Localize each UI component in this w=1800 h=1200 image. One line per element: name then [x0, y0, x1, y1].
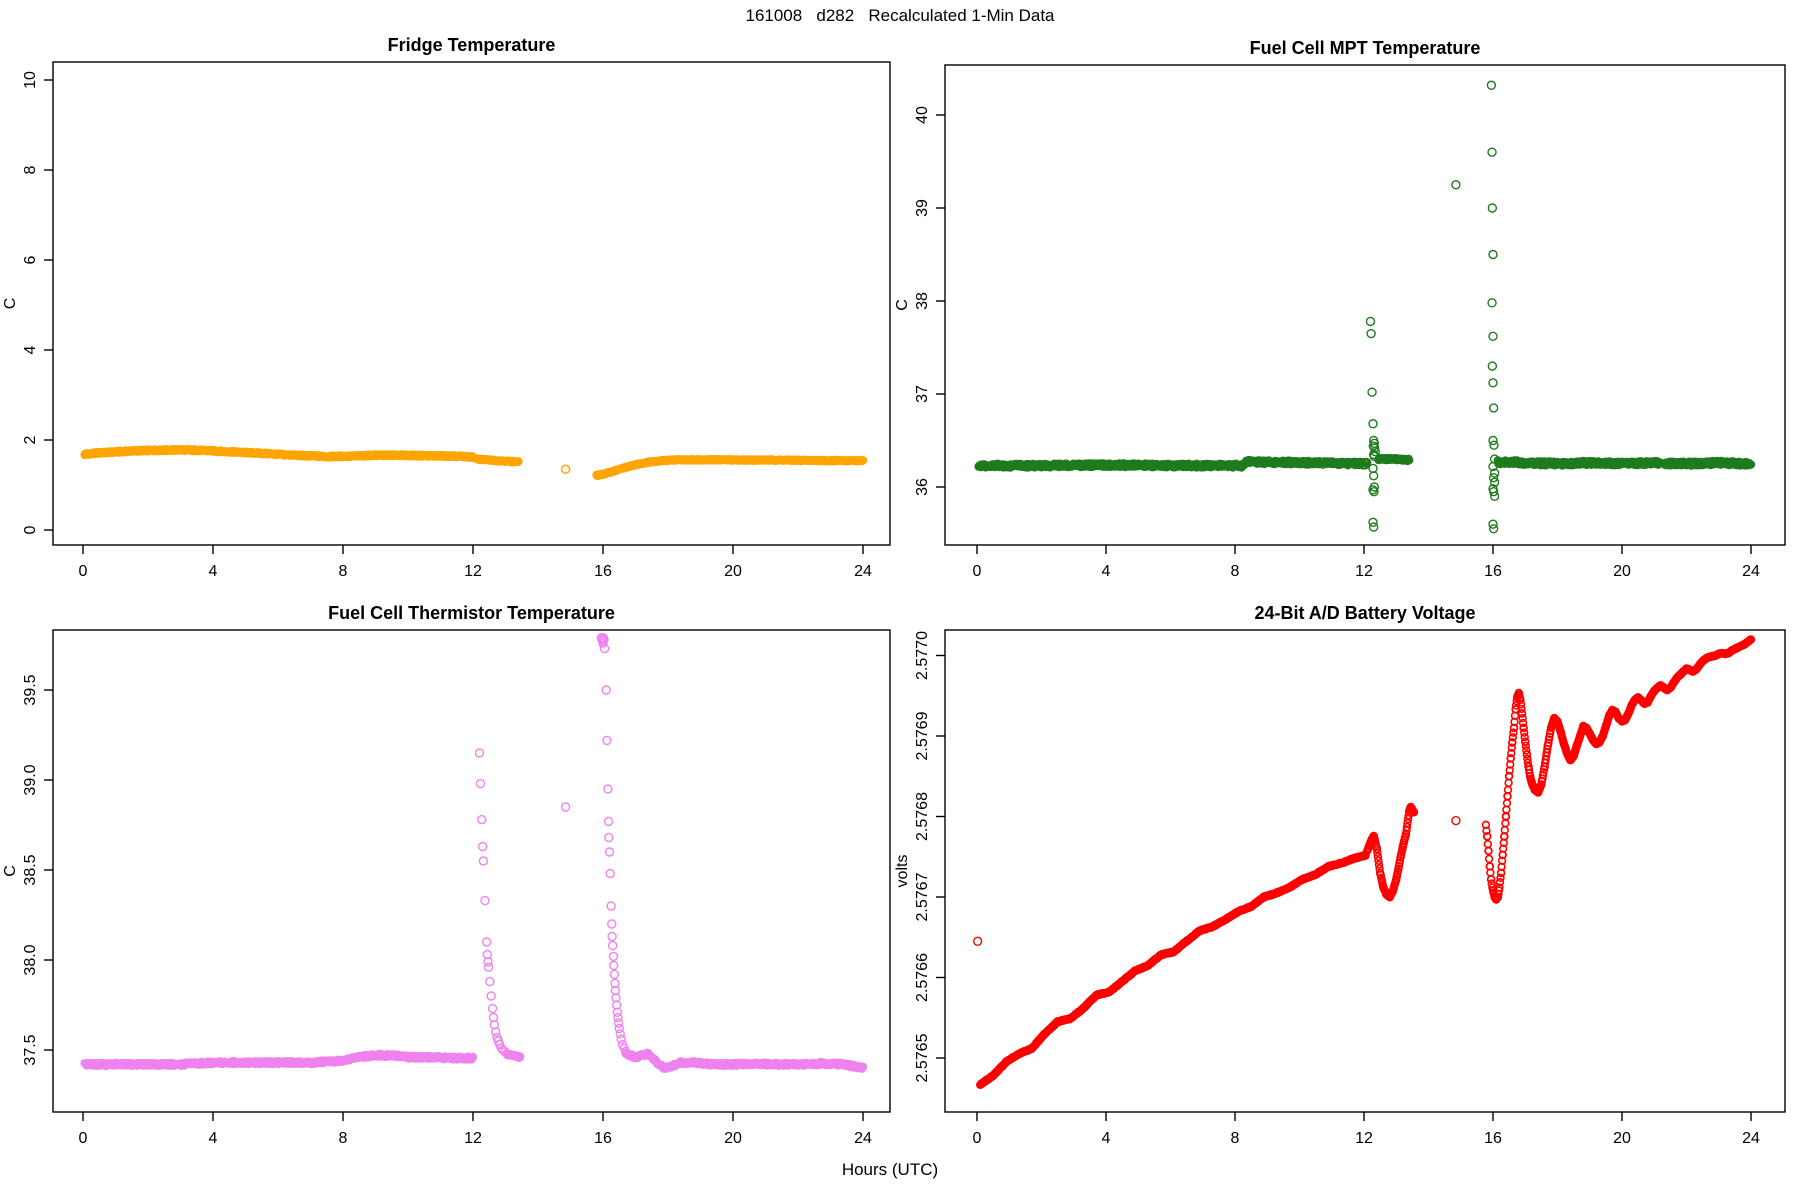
panel-24-bit-a-d-battery-voltage: 24-Bit A/D Battery Voltage volts 0 4 8 12 16 20…	[894, 603, 1786, 1147]
x-tick-label: 4	[209, 563, 218, 580]
y-tick-label: 4	[22, 345, 39, 354]
plot-box	[52, 629, 891, 1113]
y-tick-label: 6	[22, 255, 39, 264]
x-tick-label: 0	[973, 563, 982, 580]
y-axis: 37.5 38.0 38.5 39.0 39.5	[22, 674, 53, 1066]
data-points	[974, 80, 1756, 534]
y-tick-label: 38.5	[22, 854, 39, 885]
y-tick-label: 2.5769	[914, 711, 931, 760]
x-tick-label: 24	[1742, 1130, 1760, 1147]
x-tick-label: 20	[724, 563, 742, 580]
y-tick-label: 39.5	[22, 674, 39, 705]
y-tick-label: 2.5765	[914, 1033, 931, 1082]
x-tick-label: 12	[1355, 1130, 1373, 1147]
x-axis: 0 4 8 12 16 20 24	[973, 545, 1760, 580]
y-axis: 2.5765 2.5766 2.5767 2.5768 2.5769 2.5770	[914, 631, 945, 1082]
panel-title: Fridge Temperature	[388, 35, 556, 55]
x-axis: 0 4 8 12 16 20 24	[79, 545, 872, 580]
y-tick-label: 10	[22, 71, 39, 89]
y-tick-label: 37.5	[22, 1034, 39, 1065]
x-tick-label: 20	[1613, 1130, 1631, 1147]
x-tick-label: 8	[339, 1130, 348, 1147]
plot-box	[944, 64, 1786, 546]
x-axis: 0 4 8 12 16 20 24	[79, 1112, 872, 1147]
x-tick-label: 16	[1484, 563, 1502, 580]
y-tick-label: 0	[22, 525, 39, 534]
data-points	[80, 445, 868, 481]
x-tick-label: 0	[973, 1130, 982, 1147]
y-tick-label: 2.5768	[914, 792, 931, 841]
y-axis-label: C	[894, 299, 911, 311]
x-tick-label: 12	[464, 563, 482, 580]
panel-title: 24-Bit A/D Battery Voltage	[1254, 603, 1475, 623]
y-axis-label: C	[2, 298, 19, 310]
plot-box	[52, 61, 891, 546]
x-tick-label: 20	[1613, 563, 1631, 580]
x-tick-label: 12	[464, 1130, 482, 1147]
x-tick-label: 24	[1742, 563, 1760, 580]
data-points	[972, 635, 1756, 1090]
x-tick-label: 0	[79, 1130, 88, 1147]
x-tick-label: 4	[1102, 563, 1111, 580]
y-tick-label: 2.5766	[914, 953, 931, 1002]
x-tick-label: 4	[1102, 1130, 1111, 1147]
panel-fuel-cell-thermistor-temperature: Fuel Cell Thermistor Temperature C 0 4 8 12 16…	[2, 603, 891, 1147]
shared-x-axis-label: Hours (UTC)	[841, 1160, 939, 1179]
x-tick-label: 8	[339, 563, 348, 580]
x-tick-label: 20	[724, 1130, 742, 1147]
plot-box	[944, 629, 1786, 1113]
y-tick-label: 39.0	[22, 764, 39, 795]
x-tick-label: 12	[1355, 563, 1373, 580]
x-tick-label: 16	[1484, 1130, 1502, 1147]
data-points	[80, 633, 868, 1073]
y-axis: 0 2 4 6 8 10	[22, 71, 53, 534]
y-axis-label: volts	[894, 855, 911, 888]
y-tick-label: 38	[914, 292, 931, 310]
panel-title: Fuel Cell MPT Temperature	[1250, 38, 1481, 58]
y-tick-label: 39	[914, 199, 931, 217]
y-tick-label: 36	[914, 478, 931, 496]
y-tick-label: 2.5767	[914, 872, 931, 921]
figure-title: 161008 d282 Recalculated 1-Min Data	[745, 6, 1055, 25]
y-axis: 36 37 38 39 40	[914, 106, 945, 496]
x-tick-label: 4	[209, 1130, 218, 1147]
panel-title: Fuel Cell Thermistor Temperature	[328, 603, 615, 623]
x-tick-label: 16	[594, 1130, 612, 1147]
y-tick-label: 2.5770	[914, 631, 931, 680]
y-tick-label: 8	[22, 165, 39, 174]
x-axis: 0 4 8 12 16 20 24	[973, 1112, 1760, 1147]
x-tick-label: 24	[854, 1130, 872, 1147]
y-axis-label: C	[2, 865, 19, 877]
y-tick-label: 40	[914, 106, 931, 124]
y-tick-label: 37	[914, 385, 931, 403]
y-tick-label: 2	[22, 435, 39, 444]
x-tick-label: 16	[594, 563, 612, 580]
y-tick-label: 38.0	[22, 944, 39, 975]
x-tick-label: 8	[1231, 563, 1240, 580]
x-tick-label: 0	[79, 563, 88, 580]
x-tick-label: 8	[1231, 1130, 1240, 1147]
x-tick-label: 24	[854, 563, 872, 580]
